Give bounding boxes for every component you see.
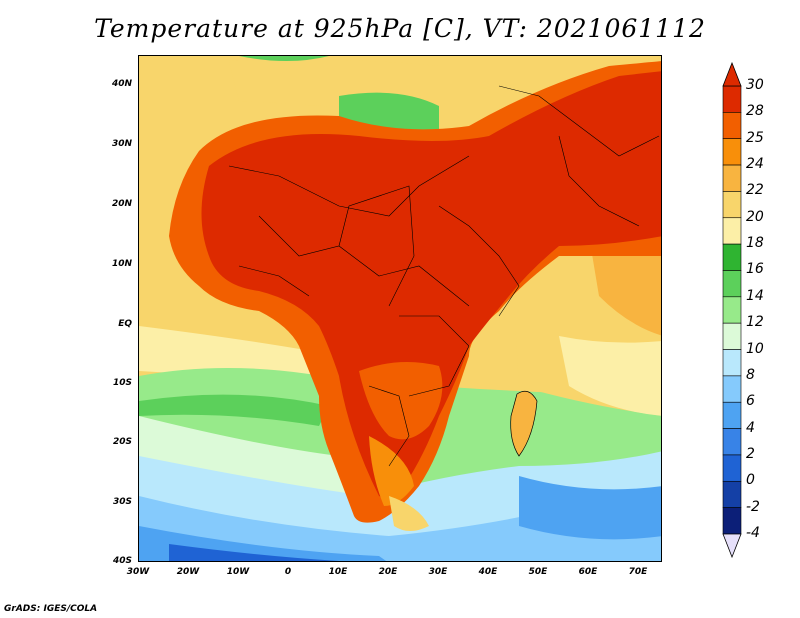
mint-band (139, 416, 349, 496)
colorbar-label: 22 (746, 182, 764, 199)
colorbar-top-triangle (722, 62, 742, 87)
colorbar-cell (722, 138, 742, 166)
south-africa-amber (369, 436, 414, 506)
lat-label-10s: 10S (112, 378, 132, 388)
north-green (239, 56, 329, 61)
lat-label-30n: 30N (111, 139, 132, 149)
lon-label-50e: 50E (528, 567, 548, 577)
colorbar-cell (722, 454, 742, 482)
temperature-field (139, 56, 661, 561)
green-dark-band (139, 394, 329, 426)
colorbar-label: 20 (746, 208, 764, 225)
colorbar-cell (722, 243, 742, 271)
colorbar-cell (722, 375, 742, 403)
colorbar-label: 10 (746, 340, 764, 357)
temperature-map (138, 55, 662, 562)
indian-ocean-cool (519, 476, 661, 540)
lat-label-10n: 10N (111, 259, 132, 269)
lat-label-20s: 20S (112, 437, 132, 447)
lon-label-30e: 30E (428, 567, 448, 577)
colorbar-cell (722, 480, 742, 508)
madagascar (510, 390, 538, 457)
lon-label-70e: 70E (628, 567, 648, 577)
country-borders (228, 85, 660, 467)
colorbar-cell (722, 164, 742, 192)
lat-label-eq: EQ (118, 319, 132, 329)
lon-label-40e: 40E (478, 567, 498, 577)
lat-label-30s: 30S (112, 497, 132, 507)
colorbar-label: -2 (746, 498, 760, 515)
colorbar-label: 18 (746, 235, 764, 252)
colorbar-label: 12 (746, 314, 764, 331)
lon-label-30w: 30W (126, 567, 150, 577)
colorbar-label: 16 (746, 261, 764, 278)
colorbar-label: 4 (746, 419, 755, 436)
colorbar-label: 25 (746, 129, 764, 146)
colorbar-label: 30 (746, 77, 764, 93)
central-africa-orange (359, 362, 443, 440)
lon-label-20w: 20W (176, 567, 200, 577)
colorbar-cell (722, 349, 742, 377)
colorbar-cell (722, 85, 742, 113)
lat-label-20n: 20N (111, 199, 132, 209)
colorbar-cell (722, 507, 742, 535)
colorbar-cell (722, 191, 742, 219)
lon-label-60e: 60E (578, 567, 598, 577)
colorbar-label: 14 (746, 287, 764, 304)
colorbar-label: 8 (746, 366, 755, 383)
indian-cream (559, 336, 661, 416)
colorbar-cell (722, 112, 742, 140)
colorbar-cell (722, 401, 742, 429)
lat-label-40s: 40S (112, 556, 132, 566)
colorbar-cell (722, 322, 742, 350)
colorbar-cell (722, 217, 742, 245)
continent-hot (201, 71, 661, 498)
colorbar-cell (722, 270, 742, 298)
lon-label-10e: 10E (328, 567, 348, 577)
lat-label-40n: 40N (111, 79, 132, 89)
lon-label-0: 0 (284, 567, 292, 577)
map-title: Temperature at 925hPa [C], VT: 202106111… (94, 14, 706, 43)
footer-credit: GrADS: IGES/COLA (4, 604, 98, 614)
colorbar-bottom-triangle (722, 533, 742, 558)
colorbar-cells (722, 85, 742, 535)
lon-label-10w: 10W (226, 567, 250, 577)
cape-yellow (389, 496, 429, 531)
colorbar-label: -4 (746, 525, 760, 541)
colorbar-label: 0 (746, 472, 755, 489)
colorbar-label: 2 (746, 445, 755, 462)
lon-label-20e: 20E (378, 567, 398, 577)
colorbar-label: 6 (746, 393, 755, 410)
colorbar-label: 28 (746, 103, 764, 120)
colorbar-cell (722, 296, 742, 324)
colorbar (722, 62, 742, 558)
blue-dark-band (169, 544, 339, 561)
blue-light-band (139, 496, 661, 561)
colorbar-label: 24 (746, 156, 764, 173)
colorbar-cell (722, 428, 742, 456)
